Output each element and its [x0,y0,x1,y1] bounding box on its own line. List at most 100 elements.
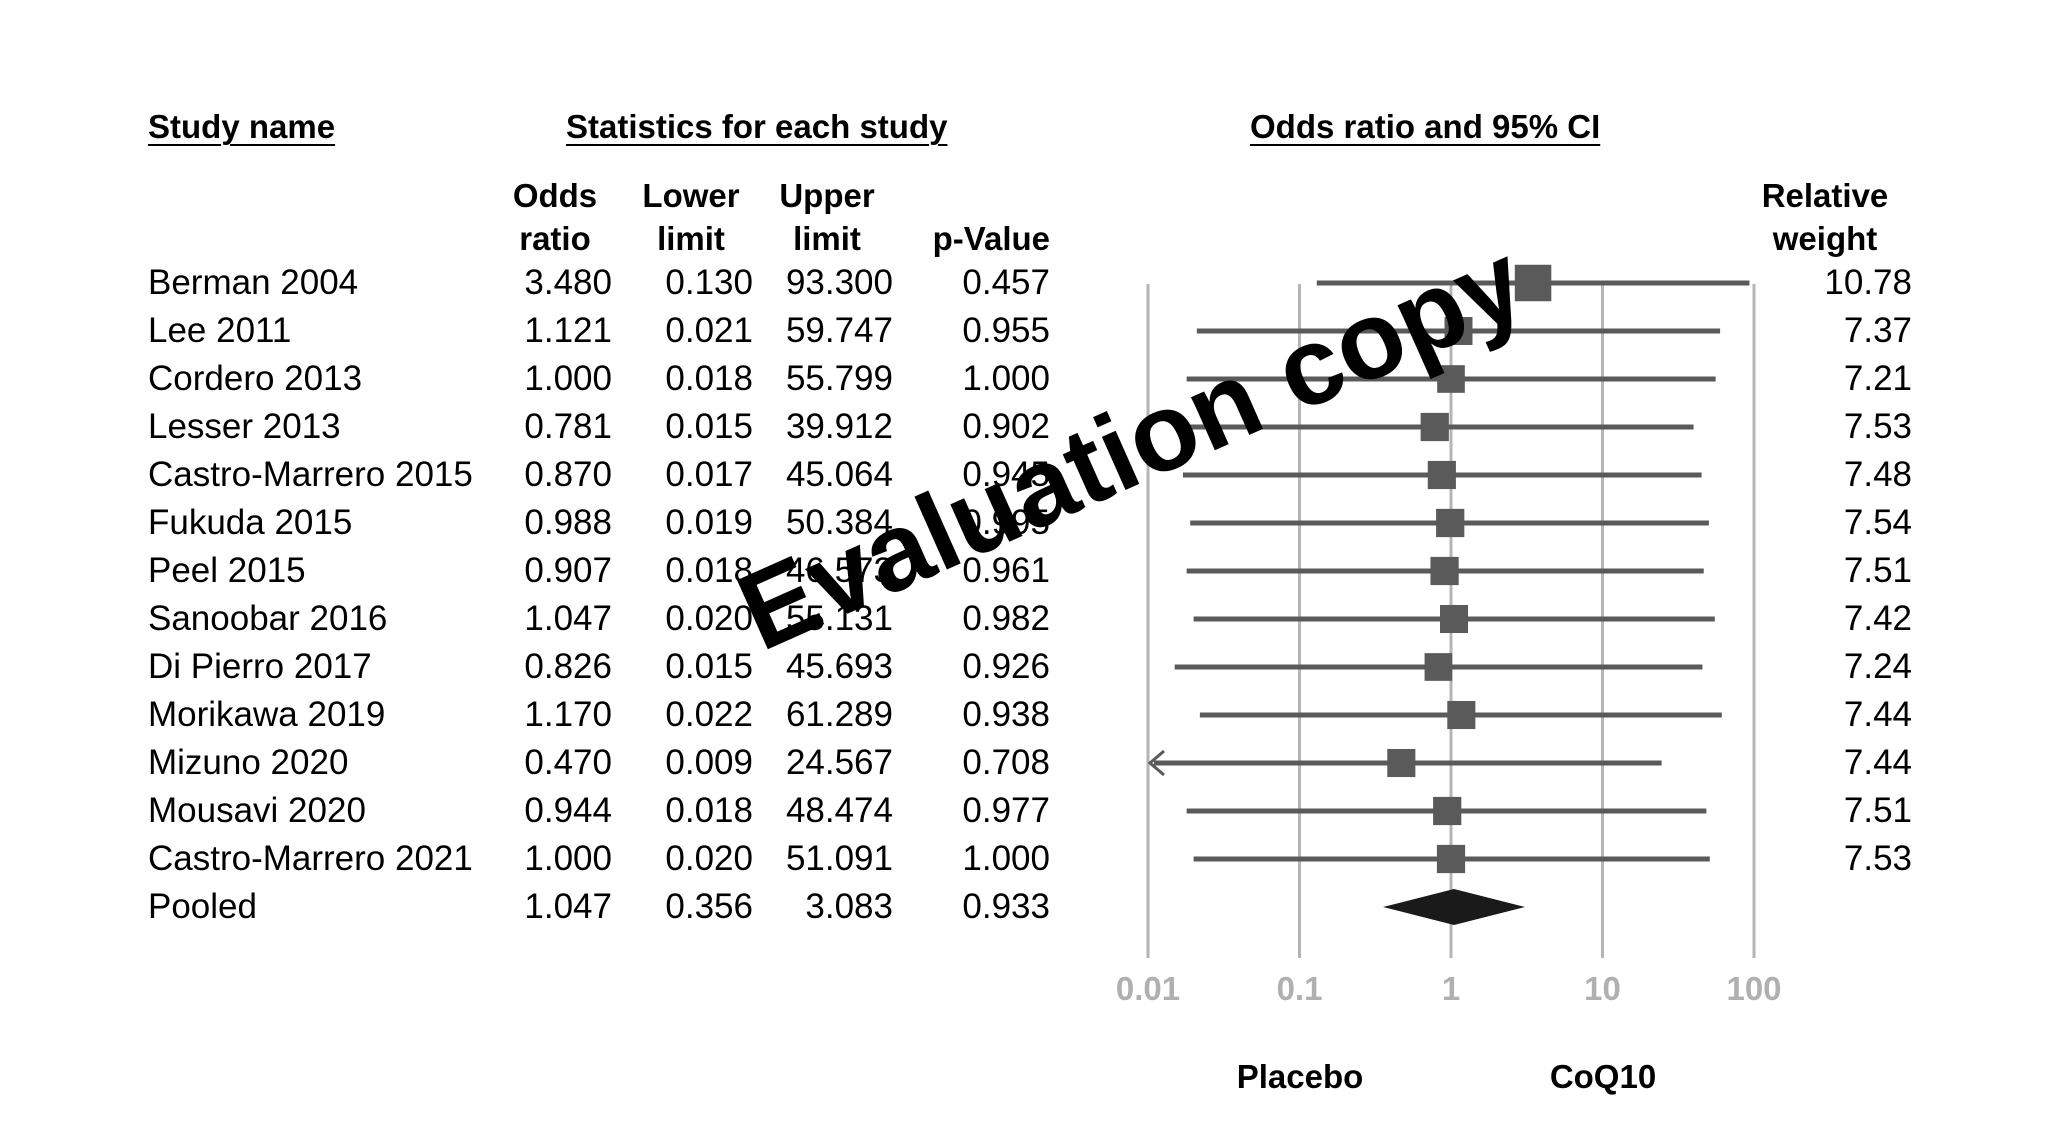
x-tick-label: 0.01 [1115,970,1181,1007]
odds-ratio-cell: 1.121 [524,311,612,350]
p-value-cell: 0.926 [962,647,1050,686]
relative-weight-cell: 7.54 [1843,503,1912,542]
ci-arrow [1147,749,1165,777]
p-value-cell: 0.902 [962,407,1050,446]
x-tick-label: 0.1 [1276,970,1323,1007]
study-marker [1436,844,1466,874]
odds-ratio-cell: 1.000 [524,359,612,398]
relative-weight-cell: 7.44 [1843,695,1912,734]
odds-ratio-cell: 3.480 [524,263,612,302]
upper-limit-cell: 51.091 [785,839,893,878]
odds-ratio-cell: 1.047 [524,599,612,638]
relative-weight-cell: 10.78 [1824,263,1912,302]
upper-limit-cell: 46.573 [785,551,893,590]
p-value-cell: 0.955 [962,311,1050,350]
upper-limit-cell: 61.289 [785,695,893,734]
lower-limit-cell: 0.017 [665,455,753,494]
x-tick-label: 1 [1441,970,1461,1007]
relative-weight-cell: 7.51 [1843,791,1912,830]
study-name-cell: Morikawa 2019 [148,695,386,734]
odds-ratio-cell: 0.944 [524,791,612,830]
upper-limit-cell: 39.912 [785,407,893,446]
p-value-cell: 0.995 [962,503,1050,542]
upper-limit-cell: 48.474 [785,791,893,830]
lower-limit-cell: 0.018 [665,791,753,830]
header-odds-ratio-ci: Odds ratio and 95% CI [1250,108,1601,145]
lower-limit-cell: 0.018 [665,551,753,590]
relative-weight-cell: 7.42 [1843,599,1912,638]
study-marker [1433,796,1462,826]
lower-limit-cell: 0.015 [665,647,753,686]
p-value-cell: 0.938 [962,695,1050,734]
study-marker [1514,264,1552,302]
study-marker [1424,653,1453,681]
odds-ratio-cell: 0.988 [524,503,612,542]
study-name-cell: Castro-Marrero 2015 [148,455,473,494]
header-study-name: Study name [148,108,336,145]
p-value-cell: 0.457 [962,263,1050,302]
relative-weight-cell: 7.24 [1843,647,1912,686]
lower-limit-cell: 0.015 [665,407,753,446]
col-header-upper-limit: Upper limit [779,177,875,257]
study-marker [1440,604,1469,634]
study-name-cell: Castro-Marrero 2021 [148,839,473,878]
odds-ratio-cell: 1.000 [524,839,612,878]
study-name-cell: Berman 2004 [148,263,359,302]
study-name-cell: Di Pierro 2017 [148,647,372,686]
upper-limit-cell: 55.131 [785,599,893,638]
relative-weight-cell: 7.44 [1843,743,1912,782]
odds-ratio-cell: 0.907 [524,551,612,590]
study-marker [1444,317,1473,345]
odds-ratio-cell: 1.170 [524,695,612,734]
relative-weight-cell: 7.48 [1843,455,1912,494]
lower-limit-cell: 0.019 [665,503,753,542]
lower-limit-cell: 0.022 [665,695,753,734]
study-name-cell: Lee 2011 [148,311,292,350]
col-header-p-value: p-Value [932,220,1050,257]
relative-weight-cell: 7.53 [1843,839,1912,878]
relative-weight-cell: 7.51 [1843,551,1912,590]
lower-limit-cell: 0.020 [665,839,753,878]
lower-limit-cell: 0.021 [665,311,753,350]
relative-weight-cell: 7.37 [1843,311,1912,350]
col-header-lower-limit: Lower limit [642,177,740,257]
p-value-cell: 0.945 [962,455,1050,494]
odds-ratio-cell: 0.470 [524,743,612,782]
favours-placebo-label: Placebo [1236,1058,1364,1095]
x-tick-label: 10 [1584,970,1621,1007]
p-value-cell: 0.708 [962,743,1050,782]
upper-limit-cell: 3.083 [805,887,893,926]
study-marker [1387,748,1416,778]
col-header-odds-ratio: Odds ratio [512,177,598,257]
odds-ratio-cell: 1.047 [524,887,612,926]
relative-weight-cell: 7.21 [1843,359,1912,398]
p-value-cell: 0.933 [962,887,1050,926]
upper-limit-cell: 24.567 [785,743,893,782]
upper-limit-cell: 93.300 [785,263,893,302]
pooled-diamond [1383,889,1526,925]
study-marker [1420,412,1449,442]
p-value-cell: 0.977 [962,791,1050,830]
study-name-cell: Fukuda 2015 [148,503,353,542]
col-header-relative-weight: Relative weight [1761,177,1889,257]
p-value-cell: 1.000 [962,839,1050,878]
study-name-cell: Cordero 2013 [148,359,363,398]
upper-limit-cell: 45.693 [785,647,893,686]
upper-limit-cell: 50.384 [785,503,893,542]
odds-ratio-cell: 0.870 [524,455,612,494]
study-name-cell: Mousavi 2020 [148,791,366,830]
upper-limit-cell: 55.799 [785,359,893,398]
lower-limit-cell: 0.009 [665,743,753,782]
lower-limit-cell: 0.020 [665,599,753,638]
odds-ratio-cell: 0.826 [524,647,612,686]
study-name-cell: Mizuno 2020 [148,743,349,782]
p-value-cell: 0.982 [962,599,1050,638]
upper-limit-cell: 45.064 [785,455,893,494]
study-marker [1436,508,1465,538]
study-name-cell: Pooled [148,887,257,926]
study-name-cell: Peel 2015 [148,551,306,590]
header-statistics: Statistics for each study [566,108,948,145]
study-name-cell: Lesser 2013 [148,407,341,446]
